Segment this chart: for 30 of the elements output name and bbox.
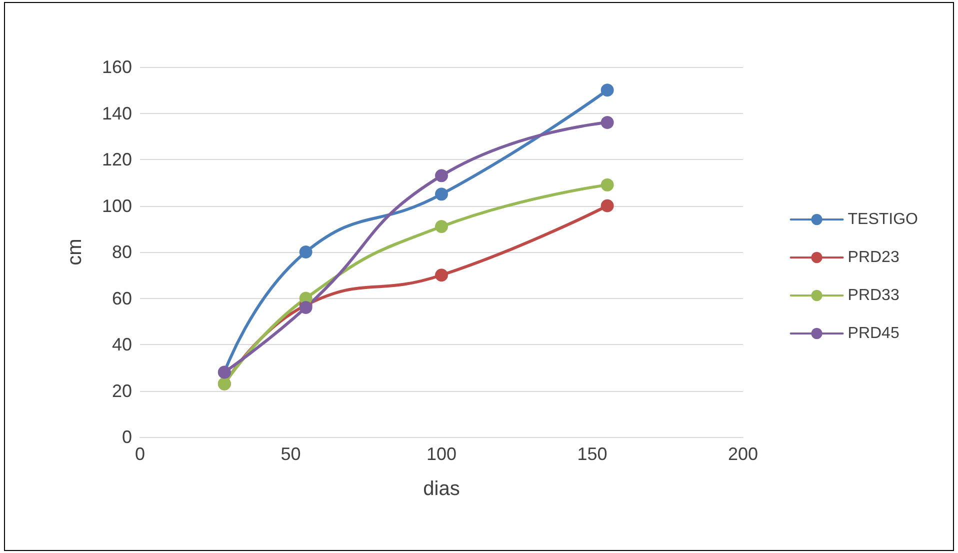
legend-label: PRD33 <box>848 287 900 304</box>
point <box>435 220 448 234</box>
x-tick-label: 50 <box>280 444 301 464</box>
point <box>435 268 448 282</box>
point <box>299 301 312 314</box>
x-tick-label: 100 <box>426 444 457 464</box>
legend-label: TESTIGO <box>848 211 918 228</box>
y-tick-label: 20 <box>112 380 132 401</box>
y-tick-label: 0 <box>122 427 132 447</box>
y-tick-label: 40 <box>112 334 132 354</box>
point <box>600 116 614 129</box>
point <box>600 84 614 97</box>
y-tick-label: 140 <box>102 103 132 124</box>
x-tick-label: 0 <box>134 444 146 464</box>
x-axis-title: dias <box>423 478 460 500</box>
y-tick-label: 160 <box>102 57 132 77</box>
legend-label: PRD23 <box>848 249 900 266</box>
point <box>435 169 448 182</box>
point <box>600 199 614 212</box>
y-tick-label: 100 <box>102 196 132 216</box>
legend-label: PRD45 <box>848 325 900 342</box>
x-tick-label: 200 <box>728 444 758 464</box>
point <box>299 246 312 258</box>
y-tick-label: 80 <box>112 242 132 262</box>
y-tick-label: 120 <box>102 150 132 170</box>
point <box>435 188 448 201</box>
x-tick-label: 150 <box>577 444 608 464</box>
y-tick-label: 60 <box>112 288 132 308</box>
point <box>600 178 614 192</box>
y-axis-title: cm <box>64 238 86 266</box>
